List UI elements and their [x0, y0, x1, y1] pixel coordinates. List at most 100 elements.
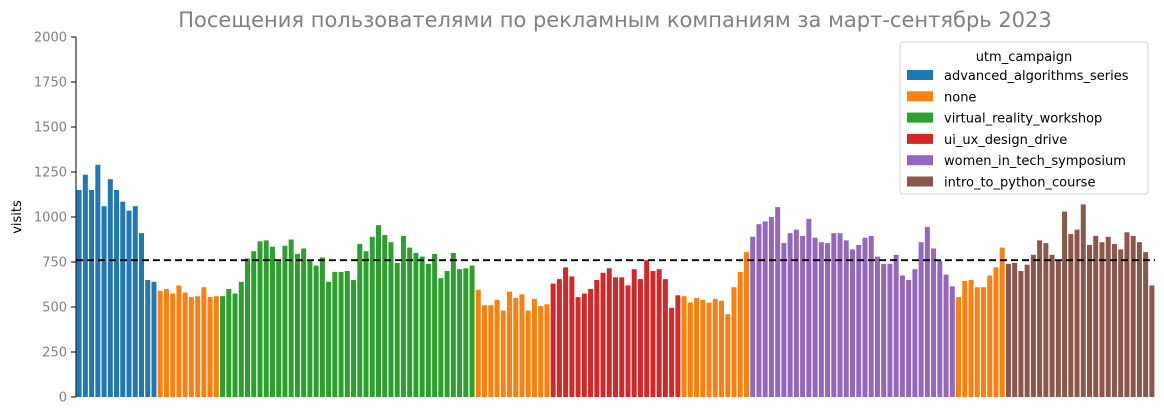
bar [132, 206, 138, 397]
y-tick-label: 1000 [34, 211, 67, 226]
bar [457, 269, 463, 397]
bar [1130, 235, 1136, 397]
bar [974, 287, 980, 397]
bar [737, 271, 743, 397]
bar [188, 297, 194, 397]
bar [1043, 243, 1049, 397]
bar [949, 286, 955, 397]
bar [687, 302, 693, 397]
bar [743, 252, 749, 397]
bar [756, 224, 762, 397]
bar [475, 289, 481, 397]
bar [768, 217, 774, 397]
bar [762, 221, 768, 397]
bar [1068, 234, 1074, 397]
bar [301, 248, 307, 397]
bar [843, 240, 849, 397]
bar [207, 297, 213, 397]
bar [195, 296, 201, 397]
bar [1105, 236, 1111, 397]
bar [126, 210, 132, 397]
bar [276, 261, 282, 397]
bar [469, 265, 475, 397]
bar [170, 293, 176, 397]
bar [606, 268, 612, 397]
bar [82, 174, 88, 397]
bar [999, 247, 1005, 397]
bar [556, 279, 562, 397]
legend-swatch [907, 155, 933, 166]
bar [363, 251, 369, 397]
bar [706, 302, 712, 397]
y-axis-label: visits [10, 200, 25, 234]
legend-entry-label: advanced_algorithms_series [944, 69, 1129, 84]
y-tick-label: 500 [42, 301, 67, 316]
legend-swatch [907, 112, 933, 123]
bar [694, 298, 700, 397]
bar [563, 267, 569, 397]
bar [313, 265, 319, 397]
bar [912, 269, 918, 397]
bar [625, 285, 631, 397]
bar [182, 292, 188, 397]
bar [1111, 244, 1117, 397]
bar [157, 290, 163, 397]
bar [1037, 240, 1043, 397]
y-axis: 0 250 500 750 1000 1250 1500 1750 2000 [34, 31, 77, 406]
bar [506, 291, 512, 397]
bar [662, 279, 668, 397]
bar [419, 256, 425, 397]
bar [980, 287, 986, 397]
bar [494, 299, 500, 397]
bar [924, 226, 930, 397]
bar [619, 277, 625, 397]
bar [138, 233, 144, 397]
bar [1074, 229, 1080, 397]
bar [369, 236, 375, 397]
bar [637, 279, 643, 397]
bar [425, 263, 431, 397]
legend-title: utm_campaign [976, 50, 1073, 65]
bar [332, 271, 338, 397]
bar [669, 307, 675, 397]
y-tick-label: 1750 [34, 76, 67, 91]
bar [956, 297, 962, 397]
bar [245, 258, 251, 397]
chart-title: Посещения пользователями по рекламным ко… [178, 8, 1052, 32]
bar [906, 280, 912, 397]
bar [650, 271, 656, 397]
bar [1124, 232, 1130, 397]
bar [825, 243, 831, 397]
bar [288, 239, 294, 397]
bar [1118, 249, 1124, 397]
bar [831, 233, 837, 397]
bar [569, 276, 575, 397]
bar [488, 305, 494, 397]
bar [432, 253, 438, 397]
bar [806, 218, 812, 397]
bar [868, 235, 874, 397]
bar [874, 256, 880, 397]
bar [600, 272, 606, 397]
bar [850, 249, 855, 397]
bar [818, 242, 824, 397]
bar [725, 314, 731, 397]
bar [550, 283, 556, 397]
bar [943, 274, 949, 397]
bar [120, 201, 126, 397]
bar [575, 297, 581, 397]
bar [837, 233, 843, 397]
bar [644, 260, 650, 397]
bar [269, 246, 275, 397]
y-tick-label: 0 [59, 391, 67, 406]
bar [482, 305, 488, 397]
y-tick-label: 250 [42, 346, 67, 361]
bar [862, 237, 868, 397]
bar [1143, 252, 1149, 397]
bar [1149, 285, 1155, 397]
bar [1087, 244, 1093, 397]
legend-entry-label: intro_to_python_course [944, 176, 1095, 191]
bar [931, 248, 937, 397]
bar [89, 190, 95, 397]
legend-box [899, 41, 1149, 195]
